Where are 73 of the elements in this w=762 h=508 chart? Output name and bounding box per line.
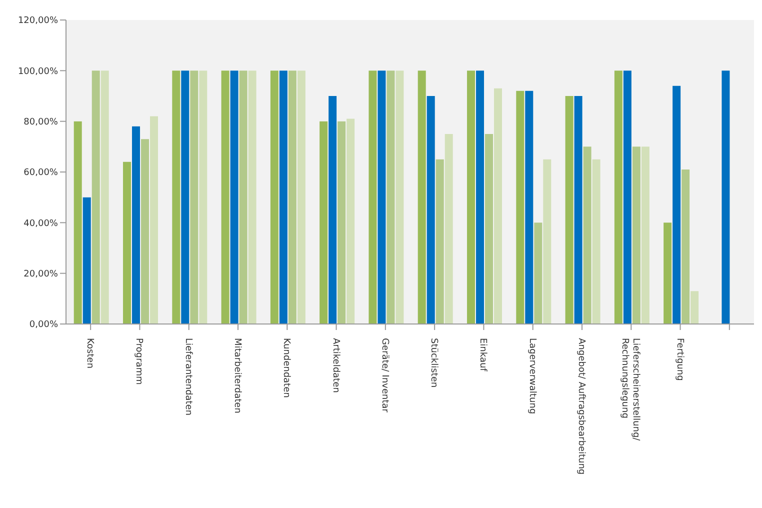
bar [436,159,444,324]
bar [525,90,534,324]
bar [338,121,346,324]
y-tick-label: 80,00% [24,118,58,128]
bar [672,86,681,324]
x-tick-label: Mitarbeiterdaten [232,338,242,414]
bar [368,70,377,324]
x-tick-label: Lagerverwaltung [526,338,537,414]
bar [444,134,453,324]
bar [190,70,198,324]
y-tick-label: 40,00% [24,218,58,229]
bar [141,139,150,324]
x-tick-label: Geräte/ Inventar [379,338,390,413]
bar [592,159,600,324]
bar [583,146,592,324]
x-tick-label: Lieferscheinerstellung/ Rechnungslegung [620,338,641,442]
bar [288,70,296,324]
bar [150,116,158,324]
bar [565,96,574,324]
bar [239,70,248,324]
bar [181,70,190,324]
y-tick-label: 0,00% [29,320,58,330]
bar [476,70,484,324]
bar [641,146,650,324]
bar [199,70,208,324]
bar [82,197,91,324]
bar [623,70,632,324]
bar [100,70,109,324]
bar [664,222,672,324]
x-tick-label: Stücklisten [428,338,439,388]
bar [467,70,476,324]
bar [92,70,100,324]
x-tick-label: Fertigung [674,338,684,381]
y-tick-label: 60,00% [24,168,58,178]
x-tick-label: Kosten [84,338,95,368]
bar [132,126,140,324]
bar [123,162,132,324]
y-tick-label: 120,00% [18,16,58,26]
bar [418,70,426,324]
bar [248,70,256,324]
bar [172,70,180,324]
bar [494,88,502,324]
bar [574,96,582,324]
bar [682,169,690,324]
bar [614,70,622,324]
bar [690,291,699,324]
x-tick-label: Einkauf [478,338,488,372]
bar [485,134,494,324]
bar [270,70,278,324]
bar [328,96,337,324]
bar [543,159,552,324]
bar [221,70,230,324]
bar [386,70,395,324]
bar [320,121,328,324]
bar [632,146,640,324]
bar [297,70,306,324]
y-tick-label: 100,00% [18,66,58,77]
bar [378,70,386,324]
bar [74,121,82,324]
bar [396,70,404,324]
x-tick-label: Lieferantendaten [182,338,193,416]
x-tick-label: Artikeldaten [330,338,340,393]
bar [722,70,730,324]
x-tick-label: Programm [134,338,144,385]
y-tick-label: 20,00% [24,270,58,280]
x-tick-label: Angebot/ Auftragsbearbeitung [576,338,586,475]
bar [346,118,355,324]
bar [426,96,435,324]
bar [534,222,542,324]
bar [279,70,288,324]
x-tick-label: Kundendaten [281,338,292,398]
bar [230,70,238,324]
bar [516,90,524,324]
